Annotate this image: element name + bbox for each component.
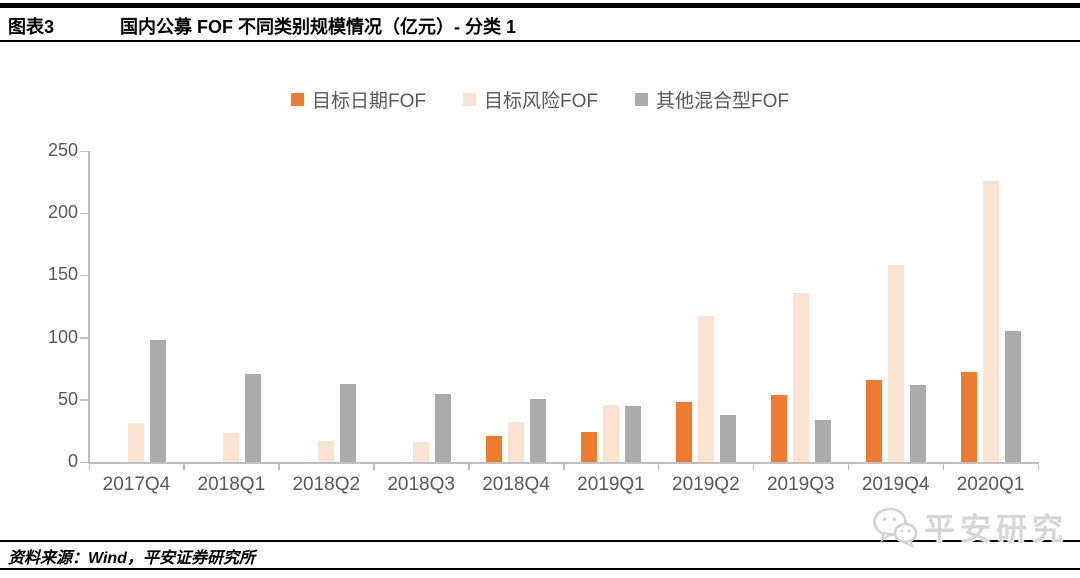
legend-label: 其他混合型FOF	[656, 91, 789, 112]
x-axis-category-label: 2019Q2	[672, 474, 740, 495]
bar	[697, 316, 714, 462]
title-divider-rule	[0, 40, 1080, 42]
footer-bottom-rule	[0, 568, 1080, 570]
y-axis-tick	[80, 212, 88, 215]
x-axis-tick	[657, 462, 660, 470]
bar	[960, 372, 977, 462]
x-axis-category-label: 2018Q3	[387, 474, 455, 495]
x-axis-category-label: 2018Q2	[292, 474, 361, 495]
bar	[318, 440, 335, 462]
bar	[814, 419, 831, 462]
x-axis-category-label: 2019Q4	[861, 474, 930, 495]
chart-legend: 目标日期FOF 目标风险FOF 其他混合型FOF	[0, 86, 1080, 113]
x-axis-tick	[1037, 462, 1039, 470]
legend-swatch-icon	[291, 93, 304, 106]
x-axis-tick	[183, 462, 185, 470]
x-axis-category-label: 2020Q1	[956, 474, 1025, 495]
bar	[245, 373, 262, 462]
x-axis-tick	[563, 462, 565, 470]
watermark-label: 平安研究	[924, 512, 1068, 547]
legend-item: 其他混合型FOF	[635, 86, 789, 113]
x-axis-category-label: 2018Q1	[197, 474, 266, 495]
bar	[128, 423, 145, 462]
bar	[486, 435, 503, 462]
bar	[435, 393, 452, 462]
x-axis-tick	[88, 462, 90, 470]
bar	[223, 433, 240, 462]
legend-label: 目标风险FOF	[484, 91, 598, 112]
legend-item: 目标日期FOF	[291, 86, 426, 113]
y-axis-tick-label: 200	[47, 202, 78, 223]
legend-swatch-icon	[463, 93, 476, 106]
bar	[675, 402, 692, 462]
top-border-rule	[0, 3, 1080, 8]
x-axis-tick	[942, 462, 945, 470]
bar	[580, 432, 597, 462]
y-axis-tick	[80, 150, 88, 152]
bar	[530, 398, 547, 462]
watermark: 平安研究	[872, 504, 1068, 549]
bar	[887, 265, 904, 462]
footer-top-rule	[0, 540, 1080, 542]
x-axis-tick	[468, 462, 470, 470]
y-axis-tick-label: 50	[57, 388, 78, 409]
wechat-icon	[873, 507, 918, 548]
bar	[909, 384, 926, 462]
figure-tag: 图表3	[8, 17, 55, 37]
legend-swatch-icon	[635, 93, 648, 106]
x-axis-category-label: 2019Q1	[577, 474, 645, 495]
legend-item: 目标风险FOF	[463, 86, 598, 113]
bar	[624, 406, 641, 462]
bar	[340, 383, 357, 462]
bar	[150, 340, 167, 462]
legend-label: 目标日期FOF	[312, 91, 426, 112]
y-axis-line	[88, 151, 90, 464]
x-axis-category-label: 2019Q3	[766, 474, 835, 495]
bar	[1004, 331, 1021, 462]
y-axis-tick-label: 100	[47, 326, 78, 347]
source-note: 资料来源：Wind，平安证券研究所	[8, 550, 255, 567]
x-axis-tick	[752, 462, 755, 470]
bar	[982, 180, 999, 462]
y-axis-tick	[80, 399, 88, 401]
figure-title: 国内公募 FOF 不同类别规模情况（亿元）- 分类 1	[120, 17, 516, 37]
x-axis-category-label: 2018Q4	[482, 474, 550, 495]
bar	[413, 442, 430, 462]
bar	[770, 394, 787, 462]
y-axis-tick-label: 250	[47, 140, 78, 160]
y-axis-tick-label: 150	[47, 264, 78, 285]
bar	[792, 292, 809, 462]
y-axis-tick	[80, 337, 88, 339]
y-axis-tick	[80, 461, 88, 463]
bar	[719, 414, 736, 462]
bar	[865, 379, 882, 462]
bar	[602, 404, 619, 462]
x-axis-tick	[278, 462, 280, 470]
y-axis-tick	[80, 274, 88, 277]
x-axis-category-label: 2017Q4	[102, 474, 171, 495]
bar	[508, 422, 525, 462]
x-axis-tick	[847, 462, 850, 470]
y-axis-tick-label: 0	[67, 451, 78, 471]
x-axis-tick	[373, 462, 375, 470]
